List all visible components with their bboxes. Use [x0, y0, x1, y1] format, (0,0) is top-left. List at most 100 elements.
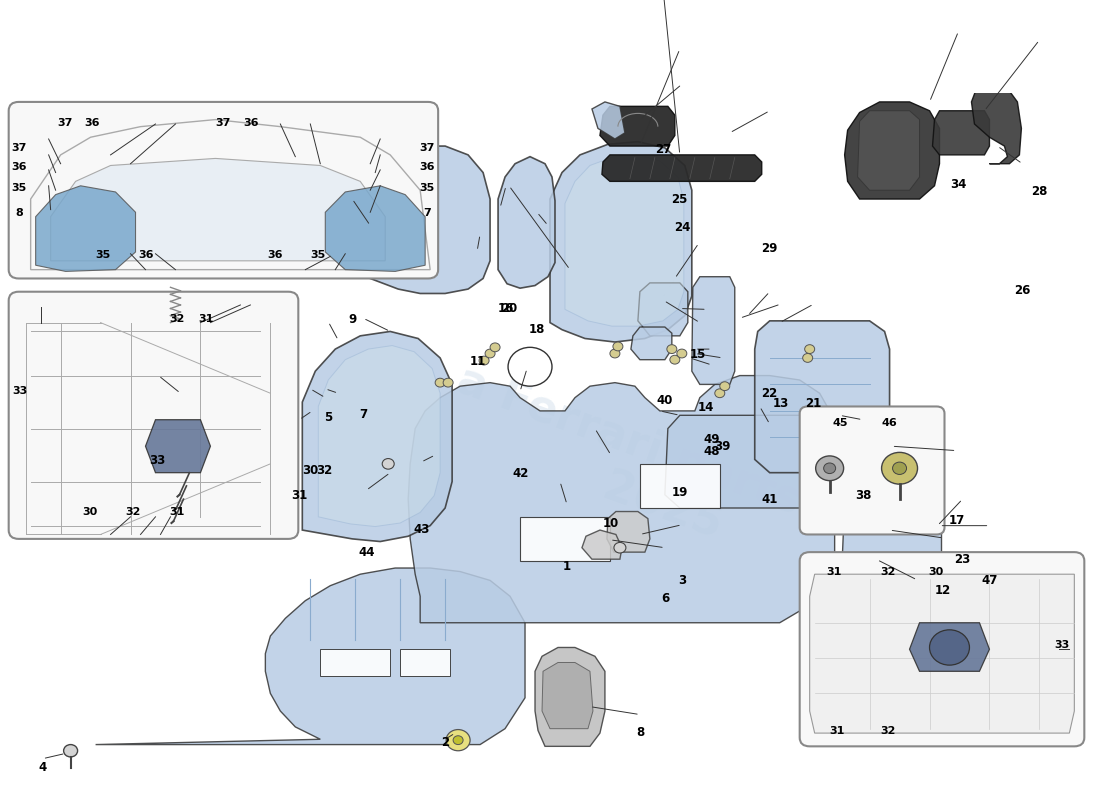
Text: 37: 37 [12, 143, 28, 153]
Text: 20: 20 [502, 302, 517, 315]
Polygon shape [842, 515, 942, 587]
Text: 17: 17 [948, 514, 965, 527]
Text: 8: 8 [15, 208, 23, 218]
Text: 19: 19 [671, 486, 688, 498]
Circle shape [480, 356, 490, 365]
Circle shape [676, 349, 686, 358]
Circle shape [443, 378, 453, 387]
Text: 33: 33 [12, 386, 28, 395]
Text: 30: 30 [302, 465, 319, 478]
Polygon shape [755, 321, 890, 473]
Text: 35: 35 [310, 250, 326, 260]
Circle shape [892, 462, 906, 474]
Polygon shape [320, 650, 390, 676]
Text: 23: 23 [954, 553, 970, 566]
Circle shape [64, 745, 78, 757]
FancyBboxPatch shape [9, 292, 298, 539]
Text: 36: 36 [85, 118, 100, 128]
Circle shape [715, 389, 725, 398]
Circle shape [485, 349, 495, 358]
Text: 39: 39 [714, 440, 730, 453]
Polygon shape [565, 155, 684, 326]
Text: 31: 31 [169, 506, 185, 517]
Text: 29: 29 [761, 242, 778, 255]
Text: 33: 33 [150, 454, 166, 467]
Text: 32: 32 [880, 726, 895, 736]
Text: 35: 35 [420, 183, 434, 194]
Polygon shape [542, 662, 593, 729]
Text: 15: 15 [690, 348, 706, 361]
Text: 33: 33 [1054, 640, 1069, 650]
Text: 16: 16 [498, 302, 514, 315]
Text: 2: 2 [441, 736, 450, 750]
Text: 31: 31 [198, 314, 213, 324]
Circle shape [453, 736, 463, 745]
Polygon shape [607, 511, 650, 552]
Circle shape [719, 382, 729, 390]
Text: 14: 14 [697, 401, 714, 414]
Text: 35: 35 [12, 183, 28, 194]
Text: 49: 49 [703, 433, 719, 446]
Text: 47: 47 [981, 574, 998, 587]
Text: 44: 44 [359, 546, 375, 558]
Text: 48: 48 [703, 446, 719, 458]
Text: 13: 13 [772, 398, 789, 410]
Polygon shape [68, 402, 155, 455]
Text: 35: 35 [96, 250, 111, 260]
Text: 9: 9 [348, 313, 356, 326]
Text: 8: 8 [636, 726, 645, 738]
Text: 30: 30 [82, 506, 98, 517]
Polygon shape [910, 622, 989, 671]
Polygon shape [318, 346, 440, 526]
Text: 11: 11 [470, 355, 485, 368]
Polygon shape [145, 420, 210, 473]
Text: 6: 6 [661, 591, 670, 605]
Text: 36: 36 [243, 118, 260, 128]
Text: 31: 31 [292, 489, 308, 502]
Polygon shape [326, 186, 426, 271]
Text: 36: 36 [267, 250, 283, 260]
Text: 31: 31 [829, 726, 845, 736]
Text: 12: 12 [935, 585, 952, 598]
Polygon shape [638, 283, 688, 336]
Circle shape [614, 542, 626, 553]
Text: 36: 36 [139, 250, 154, 260]
Polygon shape [550, 142, 692, 342]
Circle shape [491, 343, 501, 352]
Circle shape [609, 349, 620, 358]
Text: 1: 1 [562, 560, 571, 573]
Text: 27: 27 [654, 143, 671, 156]
Polygon shape [845, 102, 939, 199]
Text: 46: 46 [881, 418, 898, 428]
Circle shape [436, 378, 446, 387]
Text: 34: 34 [950, 178, 967, 191]
Polygon shape [302, 331, 452, 542]
Circle shape [508, 347, 552, 386]
Circle shape [816, 456, 844, 481]
Text: 30: 30 [928, 566, 944, 577]
Circle shape [881, 452, 917, 484]
Text: 18: 18 [529, 323, 544, 336]
Text: 37: 37 [57, 118, 73, 128]
Polygon shape [664, 415, 810, 508]
Text: 5: 5 [324, 411, 332, 425]
Text: 7: 7 [424, 208, 431, 218]
Text: 4: 4 [39, 761, 46, 774]
Circle shape [930, 630, 969, 665]
Text: 24: 24 [673, 221, 690, 234]
Text: 21: 21 [805, 398, 822, 410]
Circle shape [805, 345, 815, 354]
Polygon shape [692, 277, 735, 385]
Text: 31: 31 [826, 566, 842, 577]
Text: 43: 43 [414, 523, 430, 536]
Text: 25: 25 [671, 193, 688, 206]
Circle shape [447, 730, 470, 750]
FancyBboxPatch shape [800, 552, 1085, 746]
Text: 32: 32 [169, 314, 185, 324]
Polygon shape [371, 146, 491, 294]
Polygon shape [51, 158, 385, 261]
Text: 37: 37 [420, 143, 436, 153]
Polygon shape [582, 530, 621, 559]
Polygon shape [408, 375, 835, 622]
Polygon shape [520, 517, 609, 561]
